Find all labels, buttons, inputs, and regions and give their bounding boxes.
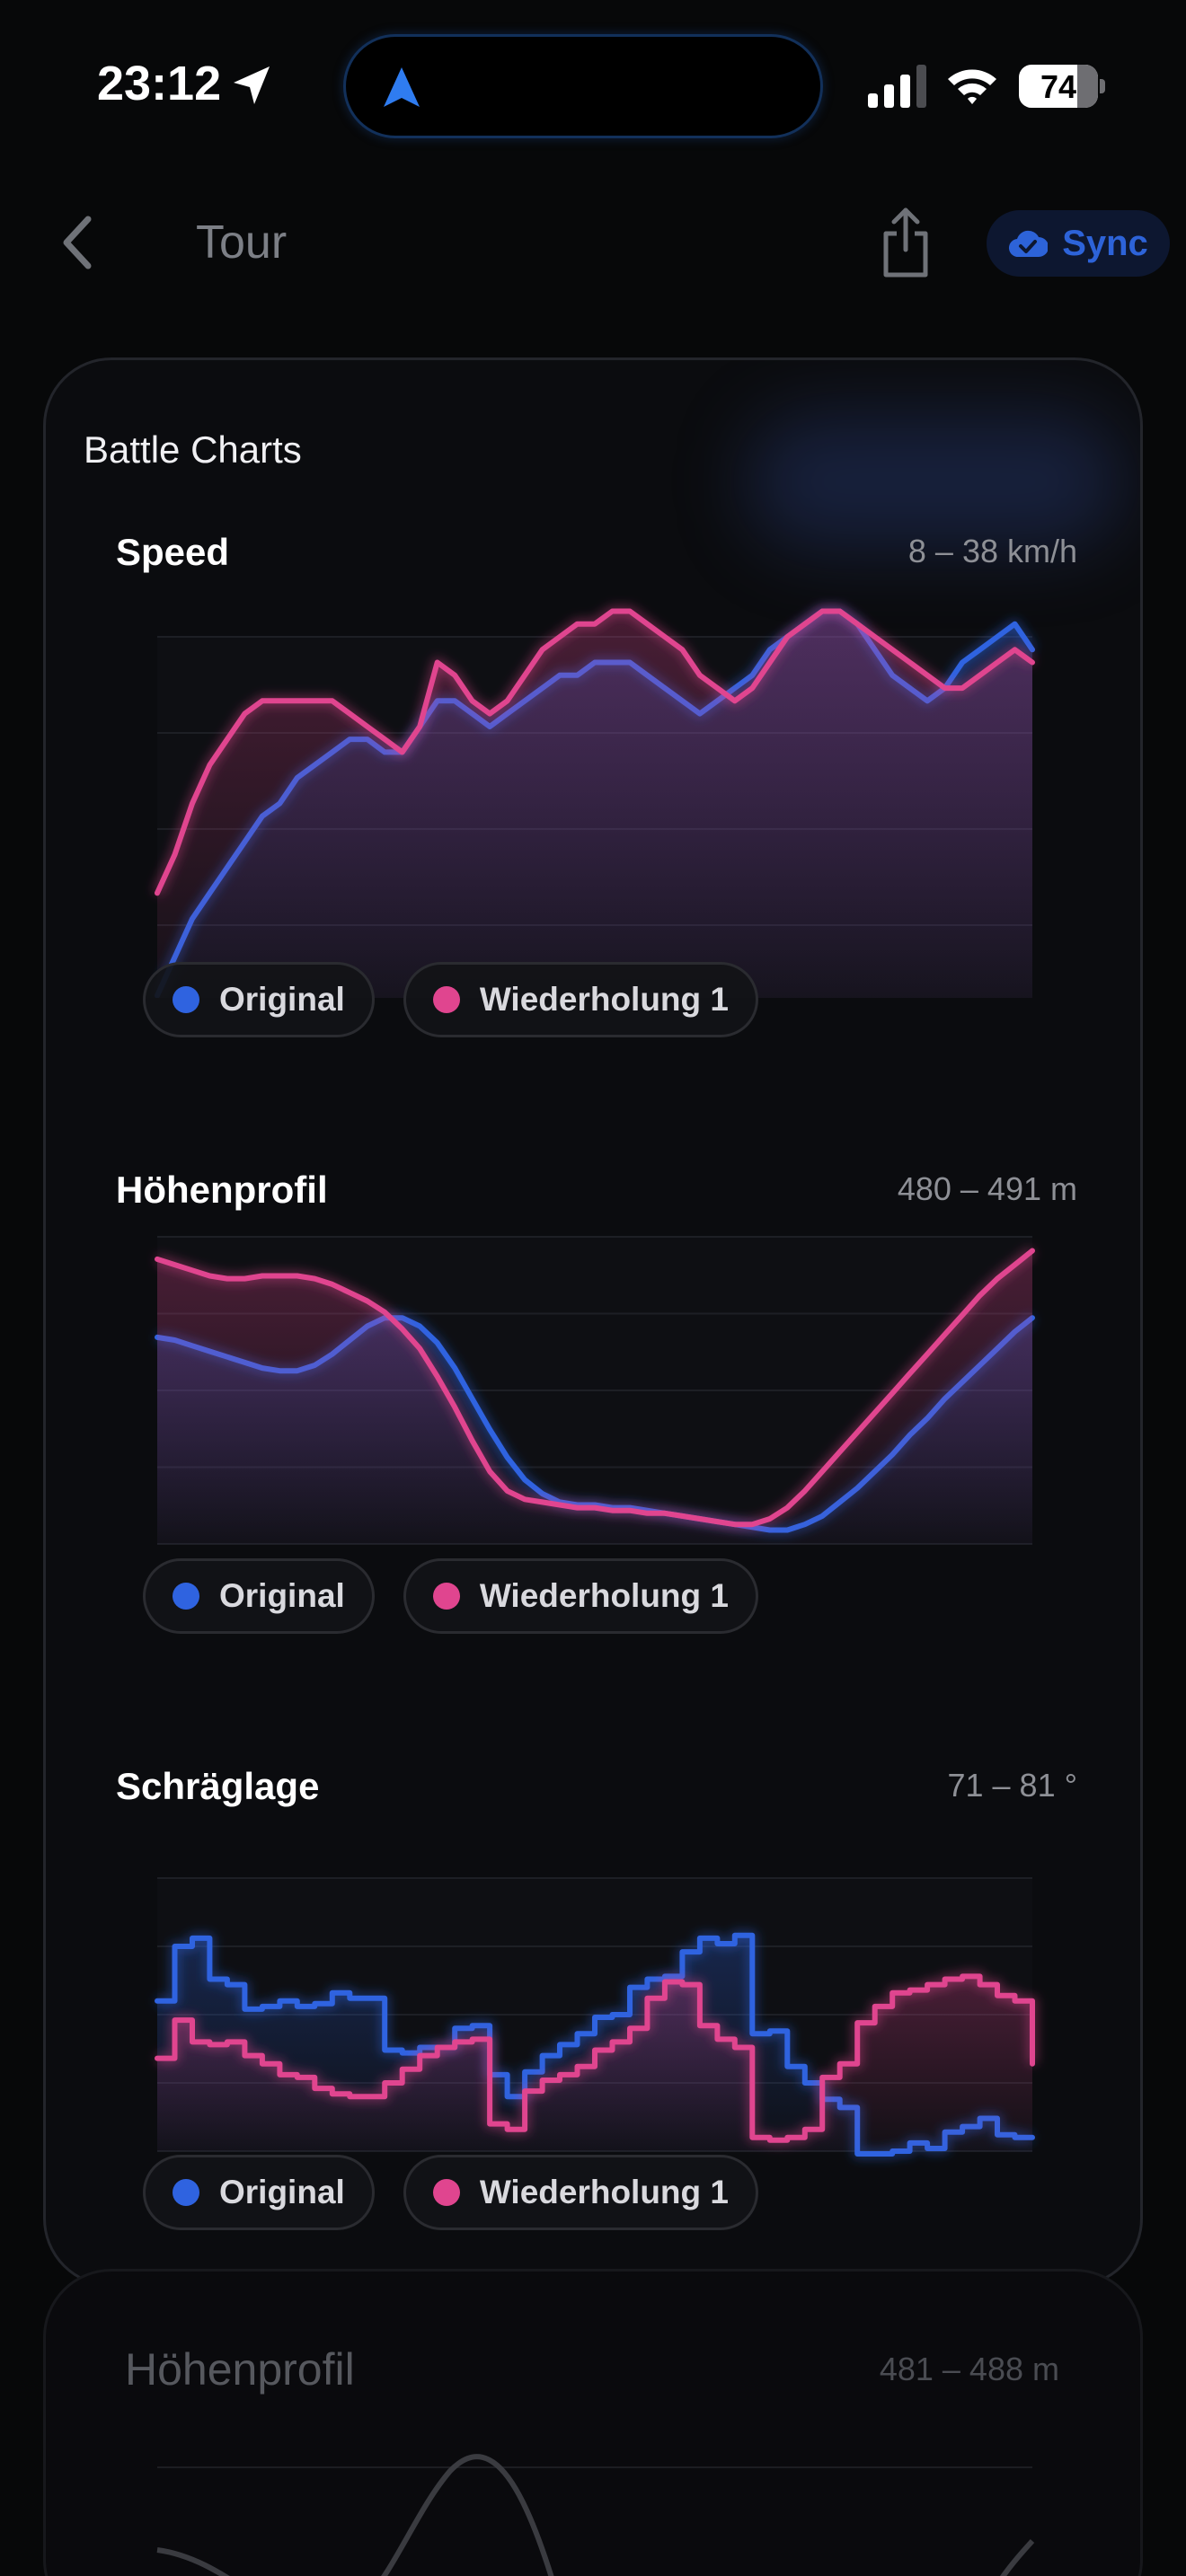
- location-arrow-icon: [234, 66, 270, 104]
- legend-label: Wiederholung 1: [479, 981, 729, 1018]
- legend-repeat[interactable]: Wiederholung 1: [403, 2155, 758, 2230]
- legend-repeat[interactable]: Wiederholung 1: [403, 1558, 758, 1634]
- legend-label: Wiederholung 1: [479, 1577, 729, 1614]
- series-line-repeat: [155, 608, 1035, 896]
- lean-angle-chart: [155, 1877, 1037, 2158]
- speed-chart: [153, 606, 1037, 998]
- chart-title: Schräglage: [116, 1765, 320, 1807]
- legend-original[interactable]: Original: [143, 962, 375, 1037]
- elevation-card[interactable]: Höhenprofil 481 – 488 m: [43, 2269, 1143, 2576]
- chart-range: 480 – 491 m: [897, 1170, 1077, 1207]
- series-line-repeat: [155, 1973, 1035, 2143]
- series-line-original: [155, 1932, 1035, 2157]
- navigation-icon: [384, 67, 420, 107]
- card-title: Höhenprofil: [125, 2344, 355, 2395]
- status-time: 23:12: [97, 57, 222, 110]
- battery-percent: 74: [1040, 68, 1077, 105]
- legend-dot-original: [173, 1583, 199, 1610]
- battery-icon: 74: [1019, 65, 1105, 108]
- elevation-preview-line: [156, 2454, 554, 2576]
- elevation-chart: [155, 1236, 1036, 1545]
- sync-button[interactable]: Sync: [987, 210, 1170, 277]
- chart-legend: Original Wiederholung 1: [143, 962, 758, 1037]
- wifi-icon: [948, 69, 996, 104]
- battle-charts-card: Battle Charts Speed 8 – 38 km/h Original…: [43, 357, 1143, 2287]
- legend-dot-original: [173, 2179, 199, 2206]
- chart-range: 481 – 488 m: [879, 2351, 1059, 2387]
- speed-chart-section: Speed 8 – 38 km/h Original Wiederholung …: [46, 531, 1140, 1037]
- legend-original[interactable]: Original: [143, 2155, 375, 2230]
- chart-title: Höhenprofil: [116, 1169, 328, 1211]
- series-area-repeat: [157, 611, 1032, 998]
- legend-dot-repeat: [432, 2179, 460, 2206]
- chart-title: Speed: [116, 531, 230, 573]
- legend-label: Original: [219, 981, 345, 1018]
- legend-label: Original: [219, 1577, 345, 1614]
- chart-range: 71 – 81 °: [947, 1767, 1077, 1804]
- page-title: Tour: [196, 216, 288, 269]
- elevation-preview-chart: [156, 2454, 1035, 2576]
- navigation-bar: Tour Sync: [0, 180, 1186, 305]
- legend-dot-repeat: [432, 986, 460, 1013]
- legend-original[interactable]: Original: [143, 1558, 375, 1634]
- share-icon[interactable]: [879, 205, 933, 280]
- card-title: Battle Charts: [84, 428, 302, 471]
- elevation-chart-section: Höhenprofil 480 – 491 m Original Wiederh…: [46, 1169, 1140, 1636]
- legend-label: Wiederholung 1: [479, 2174, 729, 2210]
- chart-legend: Original Wiederholung 1: [143, 1558, 758, 1634]
- legend-label: Original: [219, 2174, 345, 2210]
- series-area-repeat: [157, 1250, 1032, 1544]
- elevation-preview-line: [999, 2538, 1035, 2576]
- series-line-repeat: [155, 1248, 1035, 1528]
- status-bar: 23:12 74: [0, 0, 1186, 171]
- chart-legend: Original Wiederholung 1: [143, 2155, 758, 2230]
- dynamic-island[interactable]: [343, 34, 823, 138]
- chart-range: 8 – 38 km/h: [907, 533, 1077, 569]
- legend-dot-repeat: [432, 1583, 460, 1610]
- legend-dot-original: [173, 986, 199, 1013]
- sync-label: Sync: [1062, 223, 1148, 263]
- legend-repeat[interactable]: Wiederholung 1: [403, 962, 758, 1037]
- cloud-check-icon: [1009, 230, 1049, 258]
- cellular-signal-icon: [868, 65, 926, 108]
- lean-angle-chart-section: Schräglage 71 – 81 ° Original Wiederholu…: [46, 1765, 1140, 2268]
- chevron-left-icon[interactable]: [52, 207, 106, 278]
